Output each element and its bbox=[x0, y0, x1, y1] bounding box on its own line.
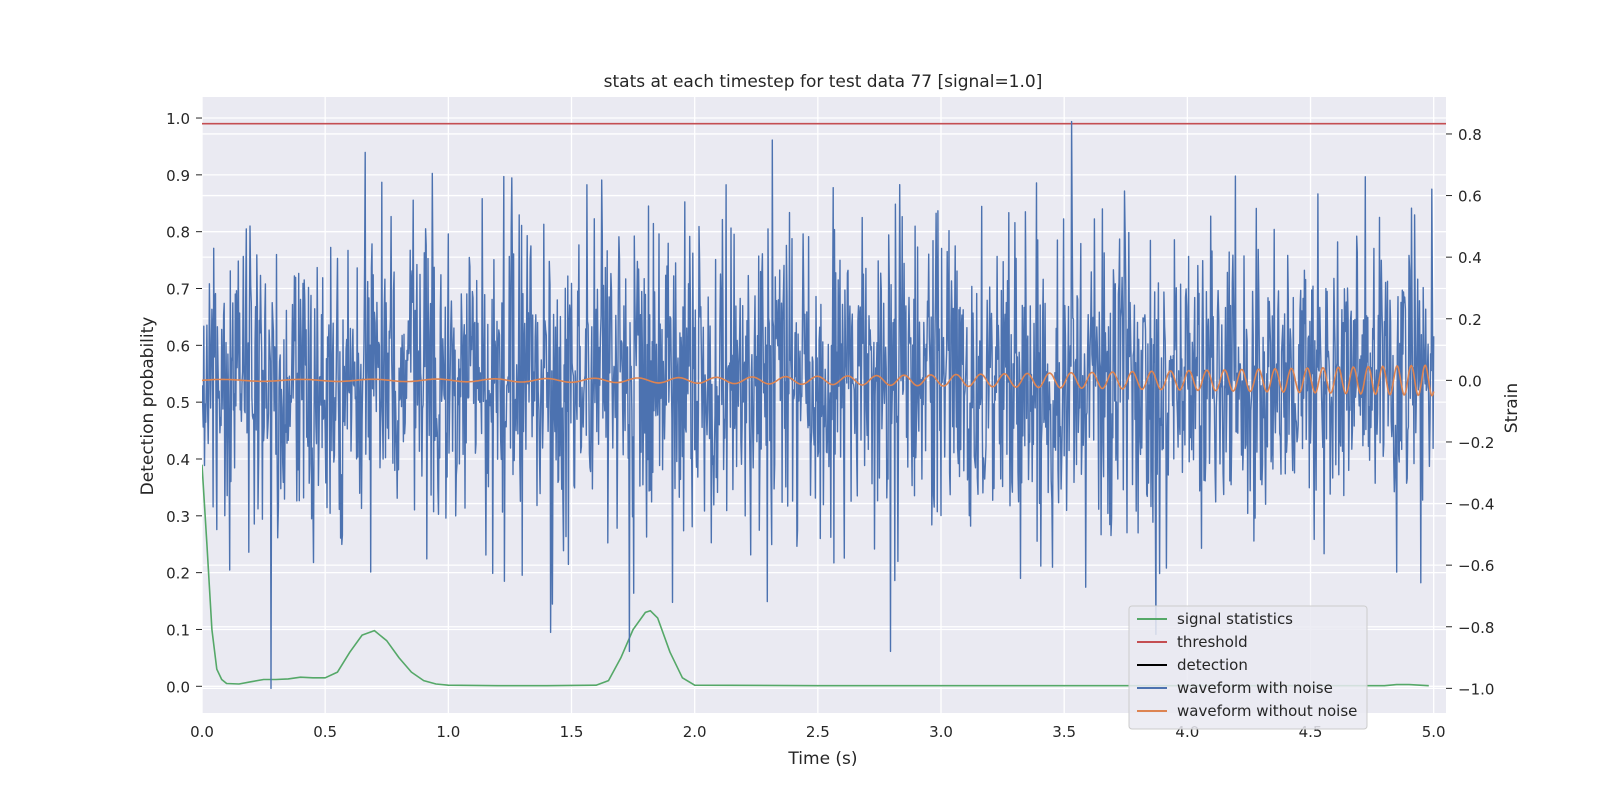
x-tick-label: 3.5 bbox=[1052, 723, 1076, 741]
legend: signal statistics threshold detection wavef… bbox=[1128, 605, 1368, 730]
legend-label: threshold bbox=[1177, 633, 1248, 651]
right-tick-label: −1.0 bbox=[1458, 680, 1494, 698]
x-axis-label: Time (s) bbox=[787, 749, 857, 769]
left-tick-label: 0.6 bbox=[166, 337, 190, 355]
legend-box bbox=[1128, 605, 1368, 730]
right-y-axis-label: Strain bbox=[1502, 383, 1522, 433]
legend-label: detection bbox=[1177, 656, 1248, 674]
chart-title: stats at each timestep for test data 77 … bbox=[604, 72, 1043, 92]
left-tick-label: 0.8 bbox=[166, 224, 190, 242]
x-tick-label: 3.0 bbox=[929, 723, 953, 741]
x-axis-ticks: 0.0 0.5 1.0 1.5 2.0 2.5 3.0 3.5 4.0 4.5 5.0 bbox=[190, 723, 1446, 741]
legend-label: waveform without noise bbox=[1177, 702, 1357, 720]
left-tick-label: 0.1 bbox=[166, 621, 190, 639]
left-tick-label: 0.4 bbox=[166, 451, 190, 469]
x-tick-label: 1.5 bbox=[560, 723, 584, 741]
x-tick-label: 2.0 bbox=[683, 723, 707, 741]
legend-label: signal statistics bbox=[1177, 610, 1293, 628]
left-tick-label: 0.9 bbox=[166, 167, 190, 185]
left-tick-label: 1.0 bbox=[166, 110, 190, 128]
x-tick-label: 1.0 bbox=[436, 723, 460, 741]
x-tick-label: 5.0 bbox=[1422, 723, 1446, 741]
left-axis-ticks: 0.0 0.1 0.2 0.3 0.4 0.5 0.6 0.7 0.8 0.9 1.0 bbox=[166, 110, 202, 696]
series-line-signal-statistics bbox=[202, 464, 1429, 687]
right-tick-label: −0.6 bbox=[1458, 557, 1494, 575]
right-tick-label: 0.0 bbox=[1458, 372, 1482, 390]
left-tick-label: 0.7 bbox=[166, 281, 190, 299]
right-tick-label: −0.4 bbox=[1458, 496, 1494, 514]
right-tick-label: 0.6 bbox=[1458, 188, 1482, 206]
series-line-waveform-without-noise bbox=[202, 364, 1435, 397]
x-tick-label: 0.5 bbox=[313, 723, 337, 741]
series-line-waveform-with-noise bbox=[202, 120, 1435, 690]
right-tick-label: 0.4 bbox=[1458, 249, 1482, 267]
left-tick-label: 0.0 bbox=[166, 678, 190, 696]
legend-label: waveform with noise bbox=[1177, 679, 1333, 697]
x-tick-label: 0.0 bbox=[190, 723, 214, 741]
right-axis-ticks: −1.0 −0.8 −0.6 −0.4 −0.2 0.0 0.2 0.4 0.6 0.8 bbox=[1446, 126, 1494, 698]
x-tick-label: 2.5 bbox=[806, 723, 830, 741]
left-tick-label: 0.5 bbox=[166, 394, 190, 412]
right-tick-label: 0.8 bbox=[1458, 126, 1482, 144]
left-tick-label: 0.2 bbox=[166, 565, 190, 583]
left-tick-label: 0.3 bbox=[166, 508, 190, 526]
left-y-axis-label: Detection probability bbox=[138, 317, 158, 496]
right-tick-label: −0.2 bbox=[1458, 434, 1494, 452]
series-layer bbox=[202, 120, 1446, 690]
right-tick-label: −0.8 bbox=[1458, 619, 1494, 637]
right-tick-label: 0.2 bbox=[1458, 311, 1482, 329]
